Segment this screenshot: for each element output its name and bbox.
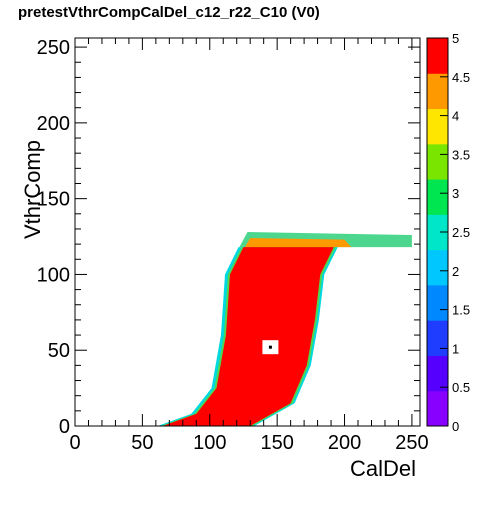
colorbar-band — [427, 348, 448, 356]
colorbar-band — [427, 129, 448, 138]
colorbar-band — [427, 115, 448, 124]
colorbar-band — [427, 369, 448, 378]
x-tick-label: 250 — [395, 432, 428, 454]
colorbar-band — [427, 73, 448, 81]
colorbar-band — [427, 362, 448, 371]
x-tick-label: 0 — [69, 432, 80, 454]
colorbar-tick-label: 4 — [452, 109, 459, 124]
x-tick-label: 100 — [193, 432, 226, 454]
colorbar-band — [427, 143, 448, 152]
x-tick-label: 200 — [328, 432, 361, 454]
colorbar-band — [427, 277, 448, 286]
x-tick-label: 150 — [260, 432, 293, 454]
colorbar-band — [427, 122, 448, 131]
colorbar-tick-label: 4.5 — [452, 70, 470, 85]
colorbar-band — [427, 320, 448, 328]
colorbar-band — [427, 376, 448, 385]
colorbar-band — [427, 94, 448, 102]
upper-tail-orange — [244, 238, 352, 248]
x-axis-label: CalDel — [350, 456, 416, 481]
y-tick-label: 0 — [59, 416, 70, 438]
colorbar-band — [427, 249, 448, 258]
colorbar-band — [427, 214, 448, 222]
colorbar-band — [427, 284, 448, 293]
colorbar-band — [427, 313, 448, 321]
y-tick-label: 200 — [37, 113, 70, 135]
colorbar-tick-label: 0.5 — [452, 380, 470, 395]
colorbar-band — [427, 136, 448, 145]
colorbar-band — [427, 66, 448, 74]
y-tick-label: 50 — [48, 340, 70, 362]
colorbar-band — [427, 207, 448, 215]
colorbar-tick-label: 2 — [452, 264, 459, 279]
colorbar-band — [427, 355, 448, 364]
y-axis-label: VthrComp — [20, 140, 45, 239]
colorbar-tick-label: 2.5 — [452, 225, 470, 240]
colorbar-band — [427, 52, 448, 60]
colorbar-tick-label: 3.5 — [452, 147, 470, 162]
colorbar-band — [427, 150, 448, 159]
colorbar-band — [427, 157, 448, 166]
colorbar-band — [427, 200, 448, 208]
y-tick-label: 100 — [37, 264, 70, 286]
colorbar-band — [427, 221, 448, 229]
colorbar-band — [427, 172, 448, 180]
colorbar-band — [427, 327, 448, 335]
colorbar-band — [427, 38, 448, 46]
colorbar-band — [427, 59, 448, 67]
colorbar-band — [427, 235, 448, 244]
colorbar-tick-label: 0 — [452, 419, 459, 434]
x-tick-label: 50 — [131, 432, 153, 454]
colorbar-band — [427, 179, 448, 187]
colorbar-band — [427, 341, 448, 349]
colorbar-band — [427, 383, 448, 392]
colorbar-tick-label: 1.5 — [452, 303, 470, 318]
colorbar-tick-label: 5 — [452, 31, 459, 46]
plot-frame — [74, 37, 421, 427]
colorbar-band — [427, 228, 448, 237]
colorbar-band — [427, 299, 448, 307]
colorbar-band — [427, 291, 448, 300]
marker-dot — [268, 345, 272, 349]
colorbar-band — [427, 270, 448, 279]
colorbar-band — [427, 334, 448, 342]
y-tick-label: 250 — [37, 37, 70, 59]
colorbar-band — [427, 80, 448, 88]
colorbar-band — [427, 45, 448, 53]
colorbar-band — [427, 186, 448, 194]
colorbar-band — [427, 242, 448, 251]
colorbar-tick-label: 3 — [452, 186, 459, 201]
colorbar-tick-label: 1 — [452, 341, 459, 356]
colorbar-band — [427, 411, 448, 420]
colorbar-band — [427, 87, 448, 95]
y-tick-label: 150 — [37, 189, 70, 211]
chart-title: pretestVthrCompCalDel_c12_r22_C10 (V0) — [18, 4, 320, 21]
colorbar-band — [427, 404, 448, 413]
colorbar-band — [427, 108, 448, 117]
colorbar-band — [427, 101, 448, 110]
colorbar-band — [427, 397, 448, 406]
colorbar-band — [427, 390, 448, 399]
colorbar-band — [427, 193, 448, 201]
colorbar-band — [427, 418, 448, 427]
colorbar-band — [427, 306, 448, 314]
max-value-region — [162, 247, 334, 426]
colorbar-band — [427, 256, 448, 265]
colorbar-band — [427, 263, 448, 272]
colorbar-band — [427, 164, 448, 173]
